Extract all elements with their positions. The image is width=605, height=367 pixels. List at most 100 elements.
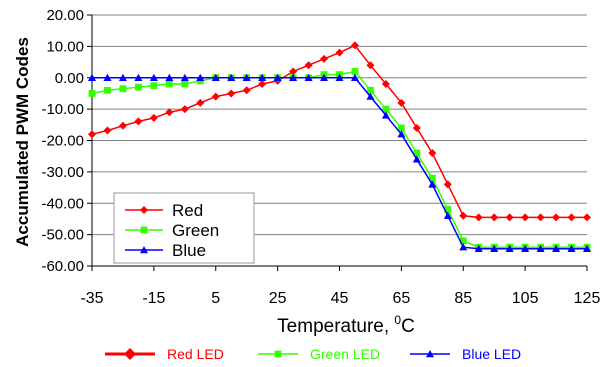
legend-inner-marker-red [140, 206, 148, 214]
data-point-blue [350, 73, 359, 81]
data-point-red [459, 211, 468, 220]
x-tick-label: 85 [454, 290, 472, 307]
data-point-red [103, 126, 112, 135]
y-tick-label: -60.00 [41, 258, 84, 275]
data-point-blue [88, 73, 96, 81]
data-point-green [181, 80, 189, 88]
data-point-blue [443, 211, 452, 219]
data-point-blue [459, 243, 468, 251]
data-point-blue [227, 73, 236, 81]
data-point-red [211, 92, 220, 101]
x-tick-label: 45 [331, 290, 349, 307]
y-tick-label: -10.00 [41, 101, 84, 118]
legend-inner-label-green: Green [172, 221, 219, 240]
x-tick-label: 65 [392, 290, 410, 307]
x-axis-label-sup: 0 [394, 313, 401, 327]
data-point-green [165, 80, 173, 88]
data-point-blue [103, 73, 112, 81]
legend-inner-label-blue: Blue [172, 241, 206, 260]
data-point-red [196, 98, 205, 107]
data-point-red [350, 41, 359, 50]
legend-outer-label-blue: Blue LED [462, 346, 521, 362]
data-point-red [443, 180, 452, 189]
data-point-blue [134, 73, 143, 81]
y-axis-label: Accumulated PWM Codes [13, 37, 32, 247]
legend-outer-label-red: Red LED [167, 346, 224, 362]
data-point-blue [335, 73, 344, 81]
data-point-red [165, 108, 174, 117]
data-point-green [104, 86, 111, 94]
data-point-blue [536, 244, 545, 252]
x-axis-label-text: Temperature, [277, 316, 394, 337]
y-tick-label: -30.00 [41, 164, 84, 181]
data-point-red [397, 98, 406, 107]
legend-outer: Red LED Green LED Blue LED [105, 346, 521, 362]
data-point-green [367, 86, 374, 94]
data-point-red [536, 213, 545, 222]
data-point-blue [490, 244, 499, 252]
legend-inner-marker-green [140, 226, 148, 234]
data-point-green [119, 85, 127, 93]
data-point-blue [165, 73, 174, 81]
data-point-red [258, 80, 267, 89]
x-tick-label: 5 [211, 290, 220, 307]
y-tick-label: 10.00 [46, 38, 84, 55]
data-point-blue [412, 155, 421, 163]
x-tick-label: 105 [512, 290, 539, 307]
data-point-blue [273, 73, 282, 81]
data-point-red [474, 213, 483, 222]
y-tick-label: -50.00 [41, 227, 84, 244]
data-point-red [521, 213, 530, 222]
x-axis-label-unit: C [401, 316, 415, 337]
data-point-green [428, 174, 436, 182]
x-tick-label: -35 [80, 290, 103, 307]
data-point-green [88, 90, 96, 97]
data-point-blue [366, 92, 375, 100]
data-point-green [413, 149, 421, 157]
data-point-red [552, 213, 561, 222]
data-point-blue [242, 73, 251, 81]
series-line-red [91, 44, 587, 219]
data-point-red [412, 123, 421, 132]
data-point-blue [505, 244, 514, 252]
tick-labels: 20.00 10.00 0.00 -10.00 -20.00 -30.00 -40.00 -5… [41, 7, 600, 307]
data-point-blue [149, 73, 158, 81]
data-point-green [397, 124, 405, 132]
x-tick-label: 25 [269, 290, 287, 307]
data-point-red [428, 149, 437, 158]
data-point-blue [567, 244, 576, 252]
data-point-green [444, 206, 452, 213]
data-point-blue [289, 73, 298, 81]
data-point-red [242, 86, 251, 95]
x-axis-label: Temperature, 0C [277, 313, 415, 337]
data-point-blue [381, 111, 390, 119]
legend-outer-marker-red [124, 348, 136, 360]
data-point-red [366, 61, 375, 70]
data-point-green [351, 68, 359, 75]
x-tick-label: -15 [142, 290, 165, 307]
data-point-red [180, 105, 189, 114]
data-point-red [583, 213, 591, 222]
data-point-red [490, 213, 499, 222]
data-point-blue [397, 130, 406, 138]
legend-outer-marker-blue [426, 350, 434, 358]
data-point-green [150, 82, 158, 89]
legend-outer-label-green: Green LED [310, 346, 380, 362]
series-layer [88, 41, 591, 252]
data-point-blue [118, 73, 127, 81]
data-point-red [335, 48, 344, 57]
y-tick-label: -20.00 [41, 133, 84, 150]
y-tick-label: 20.00 [46, 7, 84, 24]
data-point-blue [583, 244, 591, 252]
x-tick-label: 125 [574, 290, 601, 307]
data-point-blue [320, 73, 329, 81]
legend-outer-marker-green [274, 350, 282, 358]
data-point-red [118, 121, 127, 130]
data-point-blue [258, 73, 267, 81]
y-tick-label: -40.00 [41, 195, 84, 212]
data-point-red [320, 54, 329, 63]
data-point-blue [304, 73, 313, 81]
data-point-blue [552, 244, 561, 252]
